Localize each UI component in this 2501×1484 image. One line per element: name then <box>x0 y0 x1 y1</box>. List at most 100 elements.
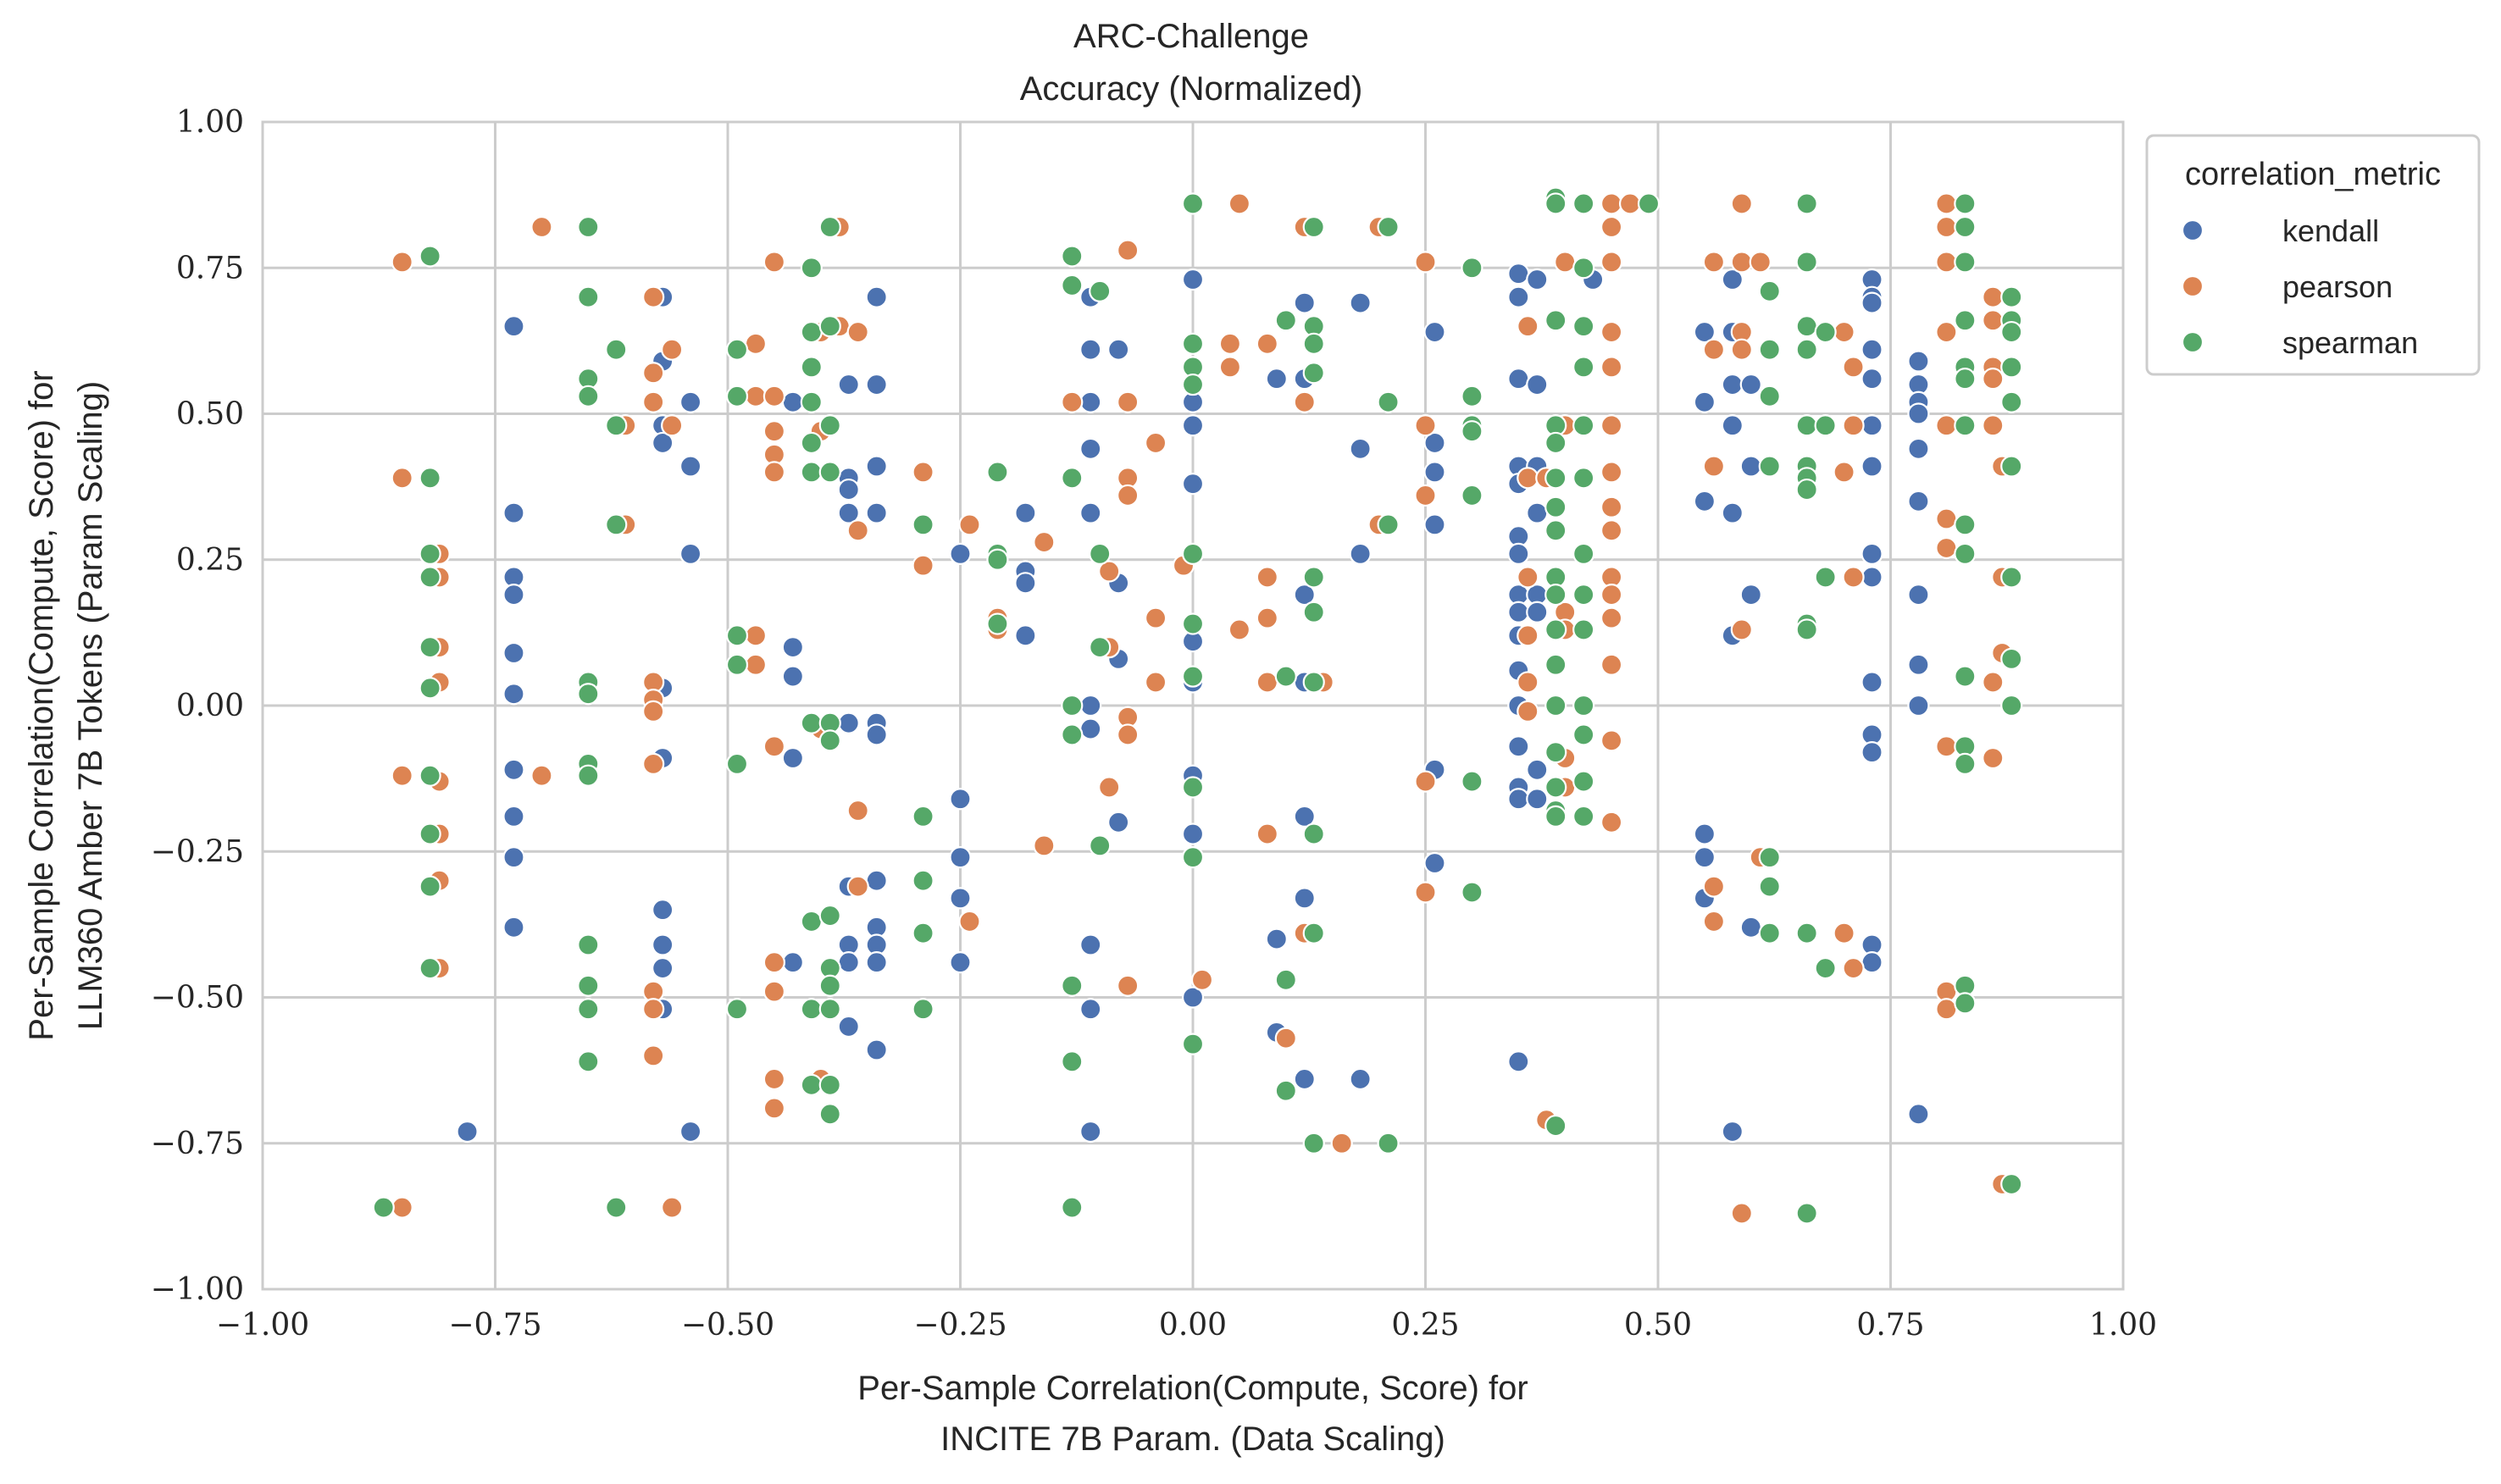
chart-title: ARC-Challenge <box>1073 18 1309 55</box>
point-pearson <box>1935 320 1958 344</box>
point-pearson <box>1517 315 1539 338</box>
point-spearman <box>1572 315 1595 338</box>
point-pearson <box>762 1097 786 1120</box>
legend-marker-kendall <box>2181 219 2204 242</box>
point-pearson <box>1517 467 1539 490</box>
point-kendall <box>1507 1050 1530 1073</box>
point-kendall <box>1507 601 1530 623</box>
point-kendall <box>1181 986 1205 1009</box>
point-kendall <box>1526 601 1549 623</box>
point-pearson <box>1190 968 1214 991</box>
point-spearman <box>1181 373 1205 396</box>
point-spearman <box>912 805 934 828</box>
point-kendall <box>1014 501 1037 524</box>
point-pearson <box>1935 735 1958 758</box>
point-pearson <box>1833 922 1855 944</box>
point-spearman <box>1572 542 1595 565</box>
point-spearman <box>818 729 841 752</box>
point-spearman <box>577 285 600 308</box>
legend-label-kendall: kendall <box>2282 213 2379 248</box>
point-spearman <box>577 764 600 787</box>
point-kendall <box>1693 490 1716 512</box>
y-axis-label-line-2: LLM360 Amber 7B Tokens (Param Scaling) <box>72 381 109 1030</box>
point-pearson <box>1117 390 1140 413</box>
point-spearman <box>577 933 600 956</box>
point-spearman <box>725 624 749 647</box>
legend-items: kendall pearson spearman <box>2181 213 2418 360</box>
point-spearman <box>1814 956 1837 980</box>
point-pearson <box>1600 519 1623 542</box>
point-spearman <box>1544 653 1567 676</box>
point-pearson <box>762 385 786 407</box>
point-spearman <box>1544 618 1567 641</box>
point-pearson <box>661 338 684 361</box>
point-spearman <box>818 974 841 997</box>
point-spearman <box>1758 875 1781 898</box>
point-spearman <box>1461 881 1483 904</box>
point-pearson <box>391 467 413 490</box>
point-kendall <box>949 846 972 869</box>
point-spearman <box>1954 215 1977 239</box>
point-spearman <box>1181 612 1205 635</box>
point-pearson <box>661 1196 684 1219</box>
point-spearman <box>818 1103 841 1126</box>
point-pearson <box>846 799 869 822</box>
point-spearman <box>1572 723 1595 746</box>
point-spearman <box>818 315 841 338</box>
point-spearman <box>1461 385 1483 407</box>
point-spearman <box>2000 455 2023 478</box>
point-spearman <box>1461 257 1483 280</box>
point-spearman <box>1954 665 1977 688</box>
point-kendall <box>949 951 972 974</box>
point-spearman <box>1572 694 1595 717</box>
point-kendall <box>1423 320 1446 344</box>
point-pearson <box>1600 606 1623 629</box>
point-pearson <box>1935 192 1958 215</box>
point-spearman <box>818 998 841 1021</box>
point-kendall <box>1107 811 1130 833</box>
point-pearson <box>1517 566 1539 589</box>
point-kendall <box>1349 542 1372 565</box>
point-pearson <box>1144 671 1167 694</box>
point-kendall <box>502 916 525 939</box>
point-spearman <box>1544 431 1567 455</box>
point-spearman <box>1758 846 1781 869</box>
point-kendall <box>1526 758 1549 781</box>
point-spearman <box>1572 618 1595 641</box>
point-kendall <box>781 665 804 688</box>
point-spearman <box>1544 467 1567 490</box>
point-kendall <box>1721 373 1744 396</box>
point-pearson <box>1842 356 1865 379</box>
point-spearman <box>986 548 1009 571</box>
point-spearman <box>912 922 934 944</box>
y-tick-label: −0.50 <box>151 981 244 1016</box>
point-spearman <box>419 956 441 980</box>
point-spearman <box>1954 752 1977 776</box>
point-kendall <box>679 390 702 413</box>
point-spearman <box>1181 542 1205 565</box>
point-kendall <box>1526 268 1549 291</box>
point-pearson <box>1702 910 1725 933</box>
x-axis-label-line-2: INCITE 7B Param. (Data Scaling) <box>940 1420 1445 1458</box>
point-spearman <box>1274 968 1297 991</box>
point-pearson <box>1554 251 1577 274</box>
point-spearman <box>1181 192 1205 215</box>
point-pearson <box>1702 455 1725 478</box>
point-kendall <box>1860 566 1883 589</box>
x-tick-label: 0.25 <box>1391 1308 1459 1343</box>
point-kendall <box>1079 338 1102 361</box>
y-tick-label: 0.00 <box>176 689 244 723</box>
point-spearman <box>1544 519 1567 542</box>
point-pearson <box>1600 192 1623 215</box>
point-kendall <box>837 1015 860 1038</box>
point-kendall <box>1907 653 1930 676</box>
point-kendall <box>949 788 972 811</box>
point-spearman <box>912 513 934 536</box>
x-tick-label: −0.50 <box>681 1308 774 1343</box>
point-spearman <box>1377 513 1400 536</box>
point-spearman <box>1302 601 1325 623</box>
point-kendall <box>1860 741 1883 764</box>
point-spearman <box>1814 414 1837 437</box>
point-spearman <box>800 257 823 280</box>
y-tick-label: −0.75 <box>151 1127 244 1161</box>
